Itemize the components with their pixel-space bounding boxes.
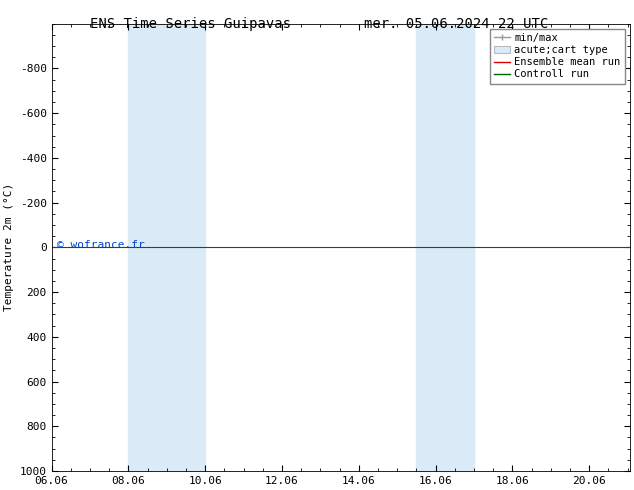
Bar (128, 24, 160, 471)
Text: © wofrance.fr: © wofrance.fr (57, 240, 145, 250)
Bar (417, 24, 442, 471)
Y-axis label: Temperature 2m (°C): Temperature 2m (°C) (4, 183, 14, 312)
Text: ENS Time Series Guipavas: ENS Time Series Guipavas (89, 17, 291, 31)
Legend: min/max, acute;cart type, Ensemble mean run, Controll run: min/max, acute;cart type, Ensemble mean … (490, 29, 624, 84)
Bar (442, 24, 474, 471)
Text: mer. 05.06.2024 22 UTC: mer. 05.06.2024 22 UTC (365, 17, 548, 31)
Bar (160, 24, 205, 471)
